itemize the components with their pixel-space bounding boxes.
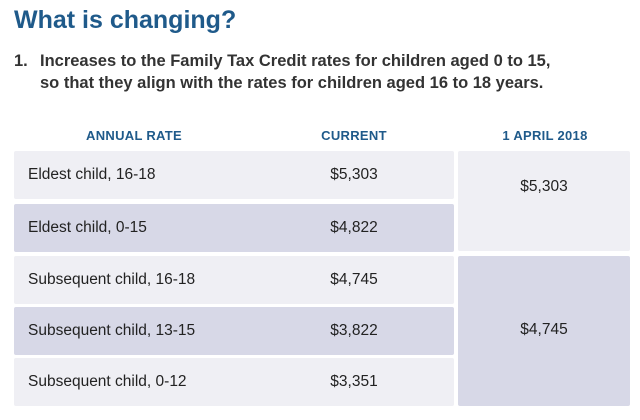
row-current-value: $5,303 <box>330 166 378 183</box>
row-label: Subsequent child, 13-15 <box>28 322 196 339</box>
new-rate-cell-subsequent: $4,745 <box>458 256 630 406</box>
table-row: Eldest child, 0-15 $4,822 <box>14 204 454 252</box>
point-number: 1. <box>14 52 28 70</box>
point-text-line-1: Increases to the Family Tax Credit rates… <box>40 52 551 70</box>
row-current-value: $4,745 <box>330 271 378 288</box>
point-text-line-2: so that they align with the rates for ch… <box>40 74 544 92</box>
row-current-value: $3,351 <box>330 373 378 390</box>
table-row: Subsequent child, 0-12 $3,351 <box>14 358 454 406</box>
new-rate-value: $5,303 <box>520 178 568 195</box>
row-label: Subsequent child, 0-12 <box>28 373 187 390</box>
row-label: Eldest child, 16-18 <box>28 166 156 183</box>
column-header-annual-rate: ANNUAL RATE <box>86 128 182 143</box>
table-row: Subsequent child, 16-18 $4,745 <box>14 256 454 304</box>
new-rate-value: $4,745 <box>520 321 568 338</box>
row-label: Subsequent child, 16-18 <box>28 271 196 288</box>
column-header-new-rate: 1 APRIL 2018 <box>502 128 588 143</box>
row-label: Eldest child, 0-15 <box>28 219 147 236</box>
point-text: Increases to the Family Tax Credit rates… <box>40 50 620 94</box>
table-row: Eldest child, 16-18 $5,303 <box>14 151 454 199</box>
row-current-value: $4,822 <box>330 219 378 236</box>
table-row: Subsequent child, 13-15 $3,822 <box>14 307 454 355</box>
column-header-current: CURRENT <box>321 128 387 143</box>
page-title: What is changing? <box>14 6 237 34</box>
new-rate-cell-eldest: $5,303 <box>458 151 630 251</box>
row-current-value: $3,822 <box>330 322 378 339</box>
